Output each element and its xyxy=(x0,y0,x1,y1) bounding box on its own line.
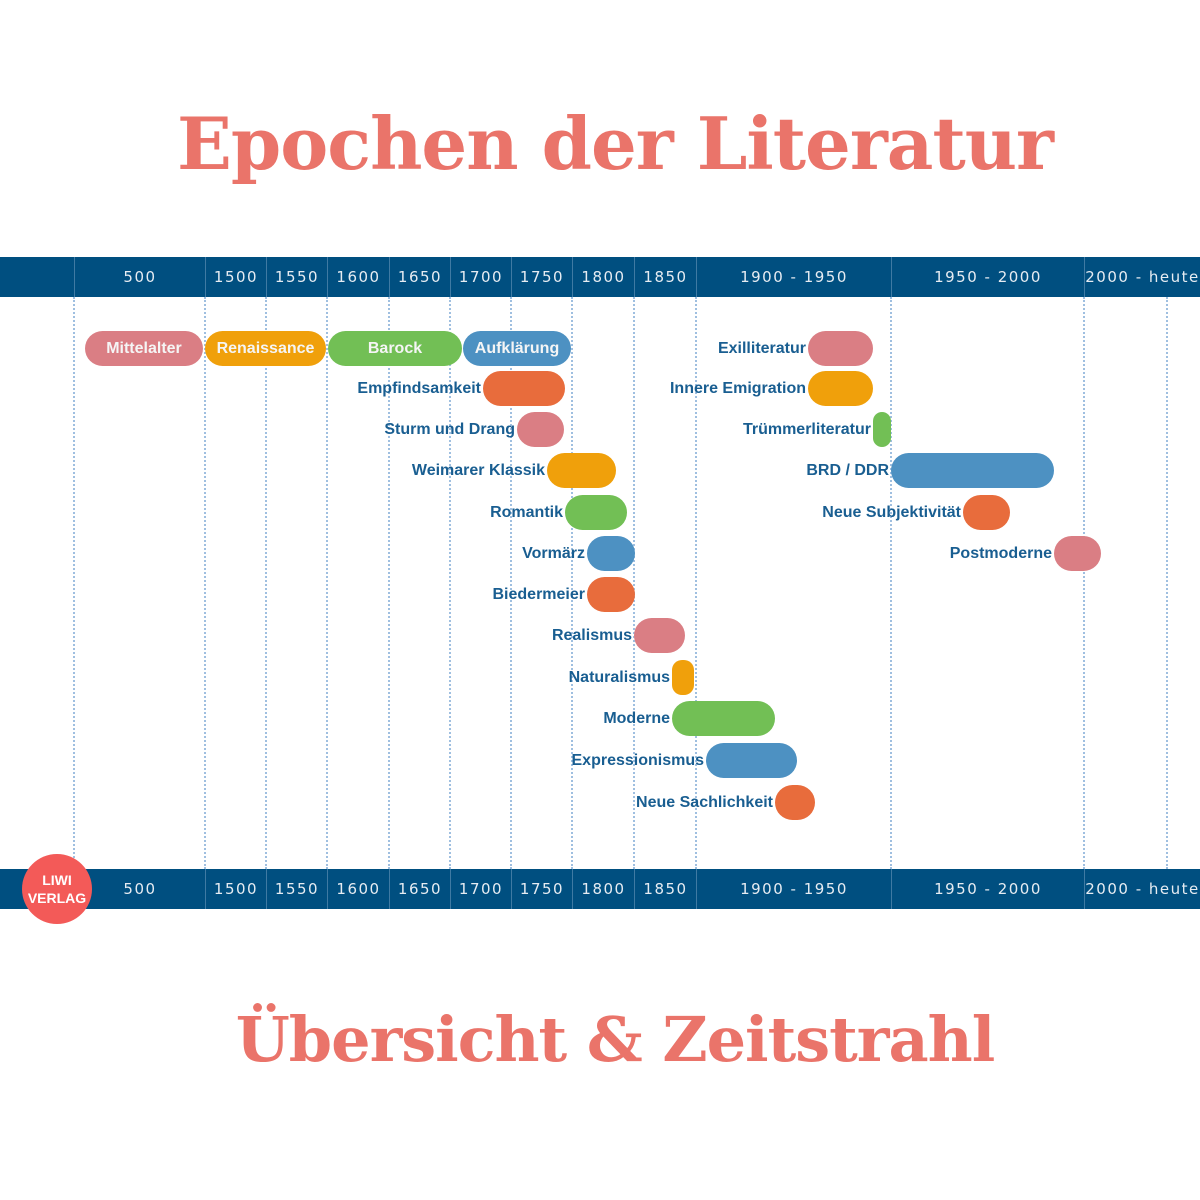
epoch-label: Empfindsamkeit xyxy=(357,380,481,397)
axis-tick: 1850 xyxy=(634,869,696,909)
epoch-label: Expressionismus xyxy=(571,752,705,769)
gridline xyxy=(1083,297,1085,869)
epoch-label: Weimarer Klassik xyxy=(411,462,545,479)
epoch-bar xyxy=(873,412,891,447)
epoch-bar: Barock xyxy=(328,331,462,366)
gridline xyxy=(73,297,75,869)
axis-tick: 1650 xyxy=(389,257,450,297)
epoch-bar xyxy=(1054,536,1101,571)
axis-tick: 1550 xyxy=(266,869,327,909)
epoch-label: Postmoderne xyxy=(949,545,1052,562)
axis-tick: 1850 xyxy=(634,257,696,297)
epoch-bar xyxy=(808,371,873,406)
gridline xyxy=(204,297,206,869)
epoch-bar xyxy=(547,453,616,488)
epoch-bar xyxy=(672,701,775,736)
gridline xyxy=(695,297,697,869)
gridline xyxy=(265,297,267,869)
epoch-label: BRD / DDR xyxy=(806,462,889,479)
gridline xyxy=(326,297,328,869)
epoch-label: Vormärz xyxy=(522,545,585,562)
epoch-bar xyxy=(587,577,635,612)
axis-tick: 1800 xyxy=(572,869,634,909)
epoch-bar: Aufklärung xyxy=(463,331,571,366)
epoch-bar xyxy=(483,371,565,406)
axis-tick: 500 xyxy=(74,257,205,297)
gridline xyxy=(890,297,892,869)
epoch-bar: Renaissance xyxy=(205,331,326,366)
gridline xyxy=(510,297,512,869)
gridline xyxy=(1166,297,1168,869)
epoch-label: Trümmerliteratur xyxy=(742,421,871,438)
epoch-label: Realismus xyxy=(551,627,632,644)
epoch-bar xyxy=(775,785,815,820)
page-subtitle: Übersicht & Zeitstrahl xyxy=(235,1003,996,1076)
epoch-bar xyxy=(565,495,627,530)
epoch-label: Mittelalter xyxy=(106,339,182,357)
axis-tick: 1900 - 1950 xyxy=(696,869,891,909)
timeline-axis-bottom: 500 1500 1550 1600 1650 1700 1750 1800 1850 1900 … xyxy=(0,869,1200,909)
gridline xyxy=(449,297,451,869)
epoch-bar xyxy=(706,743,797,778)
gridline xyxy=(571,297,573,869)
axis-tick: 1800 xyxy=(572,257,634,297)
epoch-label: Aufklärung xyxy=(474,339,560,357)
epoch-label: Naturalismus xyxy=(568,669,670,686)
axis-tick: 1750 xyxy=(511,257,572,297)
axis-tick: 1900 - 1950 xyxy=(696,257,891,297)
liwi-verlag-logo: LIWI VERLAG xyxy=(22,854,92,924)
gridline xyxy=(388,297,390,869)
axis-tick xyxy=(0,257,74,297)
axis-tick: 1600 xyxy=(327,869,389,909)
epoch-label: Moderne xyxy=(603,710,670,727)
axis-tick: 1600 xyxy=(327,257,389,297)
logo-line-1: LIWI xyxy=(42,872,72,888)
epoch-bar xyxy=(517,412,564,447)
page-title: Epochen der Literatur xyxy=(177,101,1054,186)
epoch-label: Barock xyxy=(367,339,423,357)
epoch-label: Sturm und Drang xyxy=(384,421,515,438)
axis-tick: 1700 xyxy=(450,869,511,909)
timeline-axis-top: 500 1500 1550 1600 1650 1700 1750 1800 1850 1900 … xyxy=(0,257,1200,297)
epoch-label: Exilliteratur xyxy=(717,340,806,357)
epoch-bar xyxy=(891,453,1054,488)
axis-tick: 1950 - 2000 xyxy=(891,869,1084,909)
axis-tick: 1750 xyxy=(511,869,572,909)
axis-tick: 2000 - heute xyxy=(1084,869,1200,909)
epoch-label: Romantik xyxy=(490,504,563,521)
axis-tick: 1550 xyxy=(266,257,327,297)
epoch-bar: Mittelalter xyxy=(85,331,203,366)
axis-tick: 1500 xyxy=(205,257,266,297)
axis-tick: 1650 xyxy=(389,869,450,909)
epoch-label: Neue Sachlichkeit xyxy=(636,794,773,811)
axis-tick: 1950 - 2000 xyxy=(891,257,1084,297)
axis-tick: 1500 xyxy=(205,869,266,909)
epoch-bar xyxy=(808,331,873,366)
epoch-label: Innere Emigration xyxy=(669,380,806,397)
logo-line-2: VERLAG xyxy=(27,890,87,906)
epoch-bar xyxy=(587,536,635,571)
epoch-bar xyxy=(672,660,694,695)
gridline xyxy=(633,297,635,869)
axis-tick: 2000 - heute xyxy=(1084,257,1200,297)
axis-tick: 500 xyxy=(74,869,205,909)
epoch-bar xyxy=(963,495,1010,530)
epoch-label: Biedermeier xyxy=(492,586,586,603)
epoch-label: Neue Subjektivität xyxy=(822,504,961,521)
epoch-bar xyxy=(634,618,685,653)
epoch-label: Renaissance xyxy=(216,339,315,357)
axis-tick: 1700 xyxy=(450,257,511,297)
